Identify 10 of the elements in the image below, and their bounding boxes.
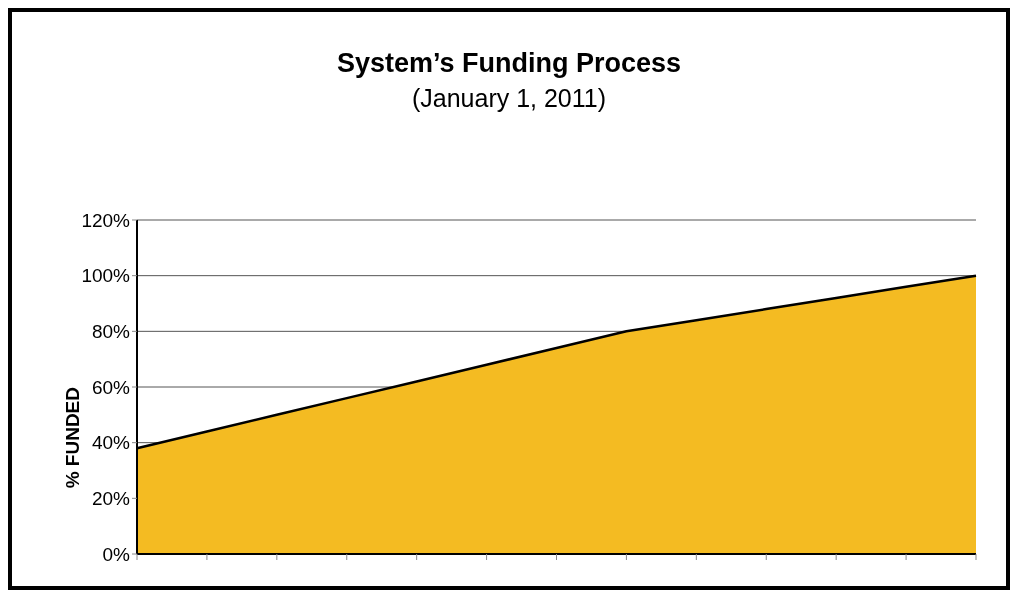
y-tick-label: 60% [91, 376, 131, 398]
y-axis-title: % FUNDED [61, 387, 83, 489]
y-tick-label: 20% [91, 488, 131, 510]
y-tick-label: 40% [91, 432, 131, 454]
chart-subtitle: (January 1, 2011) [410, 84, 608, 113]
y-tick-label: 80% [91, 321, 131, 343]
y-tick-label: 100% [81, 265, 131, 287]
y-tick-label: 0% [102, 543, 131, 565]
y-tick-label: 120% [81, 209, 131, 231]
chart-title: System’s Funding Process [335, 48, 683, 79]
